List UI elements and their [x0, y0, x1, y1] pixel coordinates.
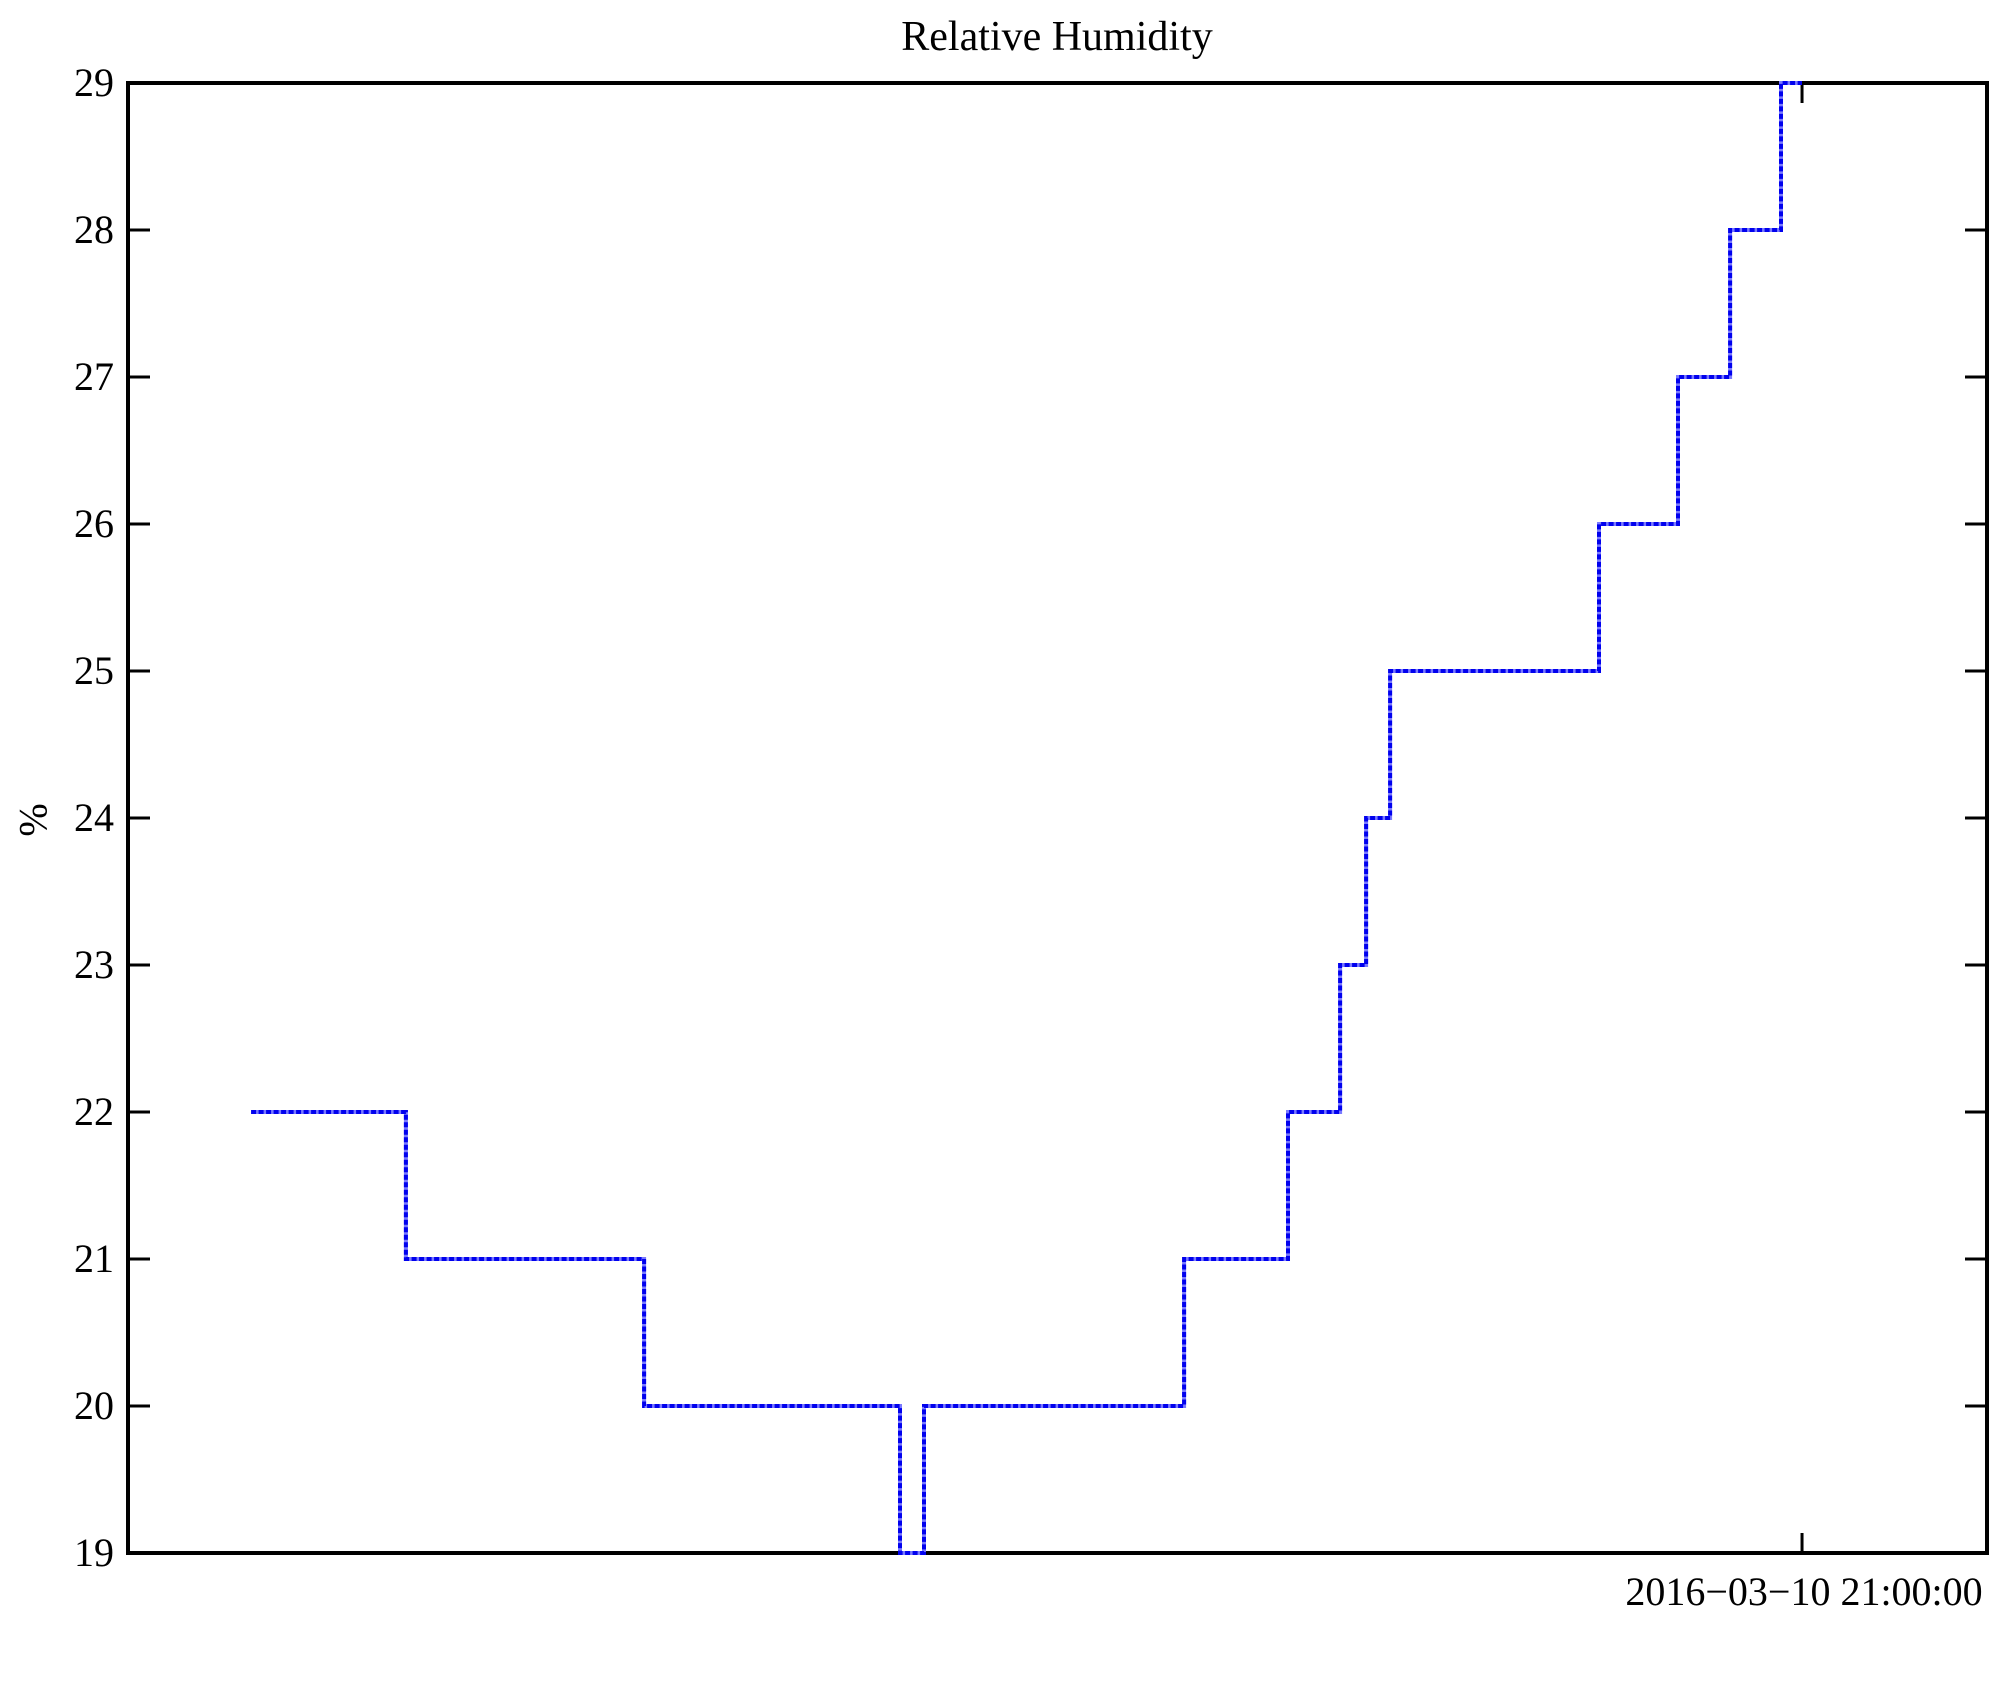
x-tick-label: 2016−03−10 21:00:00: [1625, 1569, 1983, 1614]
y-tick-label: 19: [74, 1530, 114, 1575]
y-tick-label: 26: [74, 501, 114, 546]
y-tick-label: 22: [74, 1089, 114, 1134]
plot-frame: [126, 81, 1989, 1555]
y-tick-label: 21: [74, 1236, 114, 1281]
y-tick-label: 24: [74, 795, 114, 840]
y-tick-label: 27: [74, 354, 114, 399]
humidity-step-line-halo: [251, 81, 1802, 1555]
y-tick-label: 23: [74, 942, 114, 987]
y-tick-label: 20: [74, 1383, 114, 1428]
humidity-step-line-core: [251, 81, 1802, 1555]
chart-title: Relative Humidity: [901, 14, 1213, 60]
y-tick-label: 25: [74, 648, 114, 693]
y-tick-label: 29: [74, 60, 114, 105]
y-tick-label: 28: [74, 207, 114, 252]
